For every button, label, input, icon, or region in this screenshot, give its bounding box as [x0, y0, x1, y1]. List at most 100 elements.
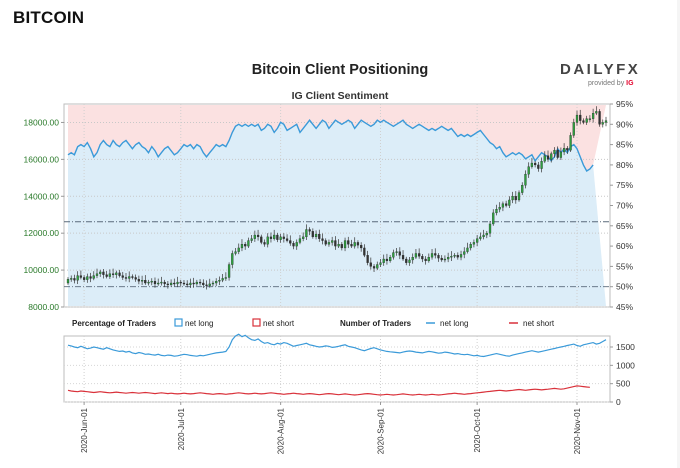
candle-body — [295, 242, 298, 247]
candle-body — [302, 236, 305, 239]
candle-body — [202, 282, 205, 286]
left-axis-label: 10000.00 — [24, 265, 60, 275]
x-axis-label: 2020-Oct-01 — [473, 407, 482, 452]
net-long-area — [68, 120, 606, 306]
x-axis-label: 2020-Aug-01 — [277, 407, 286, 454]
right-axis-label: 75% — [616, 180, 633, 190]
page-heading: BITCOIN — [13, 8, 85, 27]
candle-body — [440, 257, 443, 261]
candle-body — [231, 253, 234, 265]
traders-axis-label: 0 — [616, 397, 621, 407]
candle-body — [389, 257, 392, 262]
candle-body — [89, 276, 92, 279]
candle-body — [157, 282, 160, 285]
traders-axis-label: 500 — [616, 379, 630, 389]
candle-body — [459, 254, 463, 258]
candle-body — [395, 251, 398, 253]
candle-body — [550, 153, 553, 160]
candle-body — [559, 151, 563, 158]
candle-body — [546, 155, 550, 160]
candle-body — [234, 251, 237, 254]
candle-body — [530, 162, 534, 167]
x-axis-label: 2020-Nov-01 — [573, 407, 582, 454]
candle-body — [418, 253, 421, 257]
candle-body — [153, 281, 157, 285]
candle-body — [591, 113, 595, 119]
right-axis-label: 45% — [616, 302, 633, 312]
candle-body — [128, 276, 131, 279]
x-axis-label: 2020-Sep-01 — [376, 407, 385, 454]
candle-body — [456, 255, 459, 258]
candle-body — [372, 266, 376, 269]
candle-body — [463, 251, 466, 255]
candle-body — [575, 114, 579, 123]
candle-body — [205, 284, 208, 287]
candle-body — [537, 164, 540, 169]
logo-provided-by-text: provided by — [588, 80, 625, 87]
candle-body — [485, 233, 488, 236]
candle-body — [189, 282, 192, 286]
candle-body — [582, 120, 585, 123]
ig-logo: IG — [626, 80, 634, 87]
candle-body — [311, 231, 314, 238]
right-axis-label: 65% — [616, 221, 633, 231]
right-axis-label: 50% — [616, 282, 633, 292]
traders-net-long-line — [67, 333, 607, 358]
candle-body — [569, 135, 572, 151]
candle-body — [511, 196, 514, 201]
candle-body — [476, 238, 479, 243]
candle-body — [598, 111, 601, 125]
legend-number-title: Number of Traders — [340, 319, 412, 328]
candle-body — [331, 240, 334, 243]
candle-body — [227, 264, 231, 278]
left-axis-label: 14000.00 — [24, 191, 60, 201]
candle-body — [247, 240, 250, 247]
candle-body — [321, 238, 324, 241]
candle-body — [198, 281, 202, 284]
candle-body — [118, 272, 121, 276]
left-axis-label: 8000.00 — [28, 302, 59, 312]
right-axis-label: 85% — [616, 140, 633, 150]
candle-body — [176, 281, 179, 285]
candle-body — [437, 255, 440, 259]
candle-body — [140, 280, 144, 282]
edge-accent — [677, 0, 680, 468]
candle-body — [585, 118, 588, 123]
candle-body — [334, 240, 337, 247]
candle-body — [70, 278, 73, 280]
candle-body — [566, 148, 569, 151]
candle-body — [447, 257, 450, 260]
candle-body — [369, 262, 372, 267]
candle-body — [401, 255, 405, 260]
candle-body — [472, 242, 476, 245]
candle-body — [115, 272, 118, 275]
candle-body — [527, 166, 530, 175]
candle-body — [324, 240, 327, 245]
candle-body — [173, 282, 176, 285]
candle-body — [392, 252, 395, 258]
candle-body — [163, 281, 166, 285]
right-axis-label: 95% — [616, 99, 633, 109]
right-axis-label: 80% — [616, 160, 633, 170]
candle-body — [66, 279, 70, 284]
candle-body — [430, 253, 434, 258]
candle-body — [543, 155, 546, 162]
dailyfx-logo: DAILYFX — [560, 61, 641, 78]
right-axis-label: 70% — [616, 201, 633, 211]
candle-body — [124, 277, 128, 279]
candle-body — [408, 259, 411, 263]
candle-body — [347, 240, 350, 245]
candle-body — [604, 120, 608, 123]
candle-body — [601, 122, 604, 125]
candle-body — [282, 236, 285, 239]
candle-body — [588, 118, 592, 120]
candle-body — [276, 234, 279, 240]
candle-body — [73, 278, 76, 281]
candle-body — [424, 258, 427, 262]
legend-long-swatch — [174, 318, 183, 327]
traders-net-short-line — [67, 385, 590, 396]
candle-body — [363, 247, 366, 256]
candle-body — [79, 275, 83, 278]
candle-body — [353, 242, 356, 247]
candle-body — [421, 256, 424, 260]
